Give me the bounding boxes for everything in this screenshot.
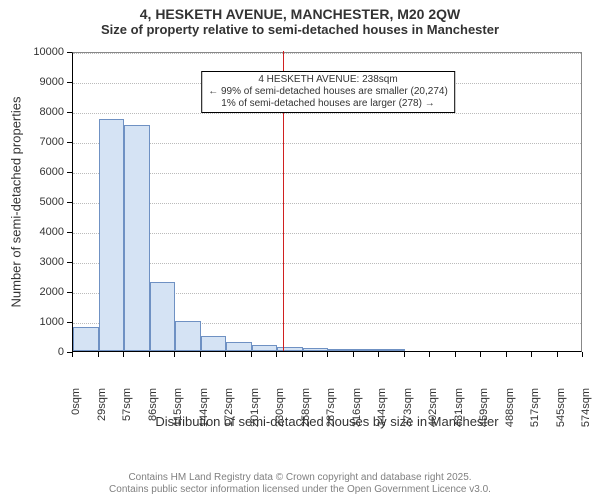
x-tick-label: 574sqm bbox=[580, 388, 592, 438]
x-tick-mark bbox=[276, 352, 277, 357]
y-tick-mark bbox=[67, 202, 72, 203]
histogram-bar bbox=[99, 119, 125, 352]
x-tick-label: 144sqm bbox=[198, 388, 210, 438]
x-tick-mark bbox=[404, 352, 405, 357]
chart-title-main: 4, HESKETH AVENUE, MANCHESTER, M20 2QW bbox=[0, 0, 600, 22]
x-tick-label: 57sqm bbox=[121, 388, 133, 438]
x-tick-mark bbox=[455, 352, 456, 357]
x-tick-label: 0sqm bbox=[70, 388, 82, 438]
histogram-bar bbox=[150, 282, 176, 351]
x-tick-label: 373sqm bbox=[402, 388, 414, 438]
annotation-line: 1% of semi-detached houses are larger (2… bbox=[208, 98, 448, 110]
y-tick-label: 5000 bbox=[0, 196, 64, 208]
y-tick-mark bbox=[67, 322, 72, 323]
y-tick-label: 3000 bbox=[0, 256, 64, 268]
x-tick-mark bbox=[174, 352, 175, 357]
chart-container: 4, HESKETH AVENUE, MANCHESTER, M20 2QW S… bbox=[0, 0, 600, 500]
histogram-bar bbox=[124, 125, 150, 352]
y-tick-mark bbox=[67, 262, 72, 263]
x-tick-mark bbox=[531, 352, 532, 357]
y-tick-mark bbox=[67, 142, 72, 143]
histogram-bar bbox=[354, 349, 380, 351]
y-tick-mark bbox=[67, 52, 72, 53]
x-tick-label: 316sqm bbox=[351, 388, 363, 438]
footer-line-1: Contains HM Land Registry data © Crown c… bbox=[0, 472, 600, 484]
histogram-bar bbox=[303, 348, 329, 351]
gridline bbox=[73, 113, 581, 114]
y-tick-mark bbox=[67, 112, 72, 113]
x-tick-label: 258sqm bbox=[300, 388, 312, 438]
y-tick-label: 7000 bbox=[0, 136, 64, 148]
x-tick-label: 344sqm bbox=[376, 388, 388, 438]
x-tick-label: 230sqm bbox=[274, 388, 286, 438]
x-tick-label: 545sqm bbox=[555, 388, 567, 438]
histogram-bar bbox=[379, 349, 405, 351]
x-tick-label: 287sqm bbox=[325, 388, 337, 438]
x-tick-mark bbox=[582, 352, 583, 357]
x-tick-label: 115sqm bbox=[172, 388, 184, 438]
x-tick-mark bbox=[123, 352, 124, 357]
x-tick-mark bbox=[327, 352, 328, 357]
x-tick-mark bbox=[378, 352, 379, 357]
x-tick-label: 402sqm bbox=[427, 388, 439, 438]
y-tick-label: 8000 bbox=[0, 106, 64, 118]
plot-area: 4 HESKETH AVENUE: 238sqm← 99% of semi-de… bbox=[72, 52, 582, 352]
x-tick-mark bbox=[251, 352, 252, 357]
x-tick-label: 29sqm bbox=[96, 388, 108, 438]
footer-line-2: Contains public sector information licen… bbox=[0, 484, 600, 496]
y-tick-label: 2000 bbox=[0, 286, 64, 298]
histogram-bar bbox=[252, 345, 278, 351]
x-tick-mark bbox=[149, 352, 150, 357]
y-tick-mark bbox=[67, 82, 72, 83]
histogram-bar bbox=[226, 342, 252, 351]
x-tick-mark bbox=[200, 352, 201, 357]
x-tick-label: 488sqm bbox=[504, 388, 516, 438]
x-tick-mark bbox=[480, 352, 481, 357]
y-tick-label: 9000 bbox=[0, 76, 64, 88]
x-tick-mark bbox=[72, 352, 73, 357]
x-tick-label: 459sqm bbox=[478, 388, 490, 438]
x-tick-label: 431sqm bbox=[453, 388, 465, 438]
y-tick-label: 4000 bbox=[0, 226, 64, 238]
histogram-bar bbox=[73, 327, 99, 351]
x-tick-mark bbox=[225, 352, 226, 357]
x-tick-mark bbox=[302, 352, 303, 357]
y-tick-label: 0 bbox=[0, 346, 64, 358]
annotation-line: 4 HESKETH AVENUE: 238sqm bbox=[208, 74, 448, 86]
gridline bbox=[73, 53, 581, 54]
histogram-bar bbox=[201, 336, 227, 351]
x-tick-mark bbox=[506, 352, 507, 357]
x-tick-mark bbox=[353, 352, 354, 357]
x-tick-mark bbox=[98, 352, 99, 357]
x-tick-label: 86sqm bbox=[147, 388, 159, 438]
annotation-box: 4 HESKETH AVENUE: 238sqm← 99% of semi-de… bbox=[201, 71, 455, 113]
histogram-bar bbox=[277, 347, 303, 352]
histogram-bar bbox=[175, 321, 201, 351]
y-tick-label: 10000 bbox=[0, 46, 64, 58]
x-tick-mark bbox=[429, 352, 430, 357]
x-tick-label: 517sqm bbox=[529, 388, 541, 438]
y-tick-mark bbox=[67, 232, 72, 233]
y-tick-label: 6000 bbox=[0, 166, 64, 178]
histogram-bar bbox=[328, 349, 354, 351]
x-tick-label: 201sqm bbox=[249, 388, 261, 438]
x-tick-mark bbox=[557, 352, 558, 357]
chart-title-sub: Size of property relative to semi-detach… bbox=[0, 22, 600, 37]
y-tick-label: 1000 bbox=[0, 316, 64, 328]
y-tick-mark bbox=[67, 292, 72, 293]
y-tick-mark bbox=[67, 172, 72, 173]
footer-attribution: Contains HM Land Registry data © Crown c… bbox=[0, 472, 600, 496]
annotation-line: ← 99% of semi-detached houses are smalle… bbox=[208, 86, 448, 98]
x-tick-label: 172sqm bbox=[223, 388, 235, 438]
